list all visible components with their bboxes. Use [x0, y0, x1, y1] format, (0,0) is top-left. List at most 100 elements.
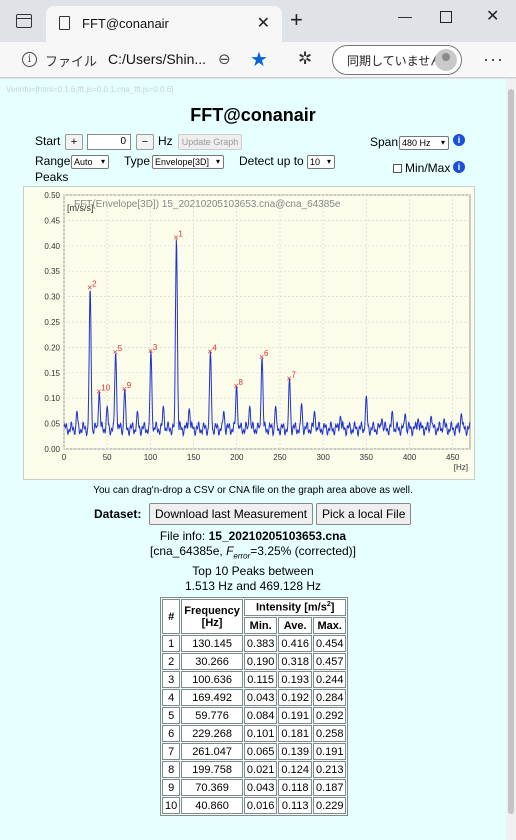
tab-title: FFT@conanair — [82, 16, 169, 31]
x-tick-label: 350 — [360, 453, 374, 462]
y-tick-label: 0.30 — [44, 293, 60, 302]
table-cell: 0.065 — [243, 743, 278, 760]
table-row: 1 130.145 0.383 0.416 0.454 — [162, 635, 347, 652]
x-tick-label: 450 — [446, 453, 460, 462]
zoom-out-icon[interactable]: ⊖ — [218, 51, 231, 68]
page-icon — [59, 16, 70, 30]
table-cell: 0.190 — [243, 653, 278, 670]
version-info: Verinfo=[html=0.1.6,fft.js=0.0.1,cna_fft… — [6, 85, 174, 94]
start-plus-button[interactable]: + — [65, 134, 83, 150]
peak-label: 8 — [239, 378, 244, 387]
table-cell: 0.383 — [243, 635, 278, 652]
new-tab-icon[interactable]: + — [290, 7, 303, 32]
sync-label: 同期していません — [347, 54, 443, 68]
intensity-end: ] — [330, 601, 335, 614]
x-tick-label: 400 — [403, 453, 417, 462]
y-tick-label: 0.10 — [44, 394, 60, 403]
table-cell: 0.457 — [312, 653, 347, 670]
download-measurement-button[interactable]: Download last Measurement — [149, 503, 314, 525]
page-title: FFT@conanair — [190, 105, 316, 125]
top-peaks-line1: Top 10 Peaks between — [192, 564, 314, 578]
pick-local-file-button[interactable]: Pick a local File — [316, 503, 412, 525]
type-label: Type — [124, 154, 151, 168]
peak-label: 2 — [92, 279, 97, 288]
span-help-icon[interactable]: i — [453, 134, 465, 146]
tab-close-icon[interactable]: ✕ — [256, 15, 270, 32]
table-cell: 0.021 — [243, 761, 278, 778]
browser-tab[interactable]: FFT@conanair ✕ — [46, 6, 282, 42]
address-bar: i ファイル C:/Users/Shin... ⊖ ★ ✲ 同期していません ·… — [0, 42, 516, 78]
table-cell: 70.369 — [181, 779, 243, 796]
table-cell: 0.113 — [278, 797, 312, 814]
table-cell: 5 — [162, 707, 181, 724]
start-minus-button[interactable]: − — [136, 134, 154, 150]
plot-area — [63, 194, 471, 450]
fft-chart: 0.00 0.05 0.10 0.15 0.20 0.25 0.30 0.35 0.40 0.45… — [44, 191, 471, 472]
vertical-scrollbar[interactable] — [506, 79, 516, 840]
maximize-icon[interactable] — [440, 11, 452, 23]
table-cell: 1 — [162, 635, 181, 652]
table-cell: 100.636 — [181, 671, 243, 688]
peak-label: 6 — [264, 349, 269, 358]
chevron-down-icon: ▾ — [326, 157, 331, 166]
start-input[interactable]: 0 — [87, 134, 131, 150]
dataset-label: Dataset: — [94, 507, 142, 521]
table-cell: 0.244 — [312, 671, 347, 688]
x-tick-label: 0 — [62, 453, 67, 462]
scrollbar-thumb[interactable] — [508, 89, 514, 814]
table-row: 4 169.492 0.043 0.192 0.284 — [162, 689, 347, 706]
table-row: 2 30.266 0.190 0.318 0.457 — [162, 653, 347, 670]
intensity-label: Intensity [m/s — [255, 601, 327, 614]
minmax-help-icon[interactable]: i — [453, 161, 465, 173]
peak-marker: × — [87, 282, 92, 292]
col-min-header: Min. — [243, 617, 278, 634]
peak-label: 3 — [153, 343, 158, 352]
table-row: 6 229.268 0.101 0.181 0.258 — [162, 725, 347, 742]
detect-select[interactable]: 10 ▾ — [307, 155, 335, 169]
span-label: Span — [370, 135, 399, 149]
y-axis-label: [m/s/s] — [67, 203, 94, 213]
chevron-down-icon: ▾ — [100, 157, 105, 166]
peak-marker: × — [259, 352, 264, 362]
y-tick-label: 0.05 — [44, 420, 60, 429]
table-cell: 0.213 — [312, 761, 347, 778]
more-menu-icon[interactable]: ··· — [483, 49, 504, 69]
table-cell: 0.187 — [312, 779, 347, 796]
span-value: 480 Hz — [402, 138, 431, 148]
chevron-down-icon: ▾ — [440, 138, 445, 147]
url-field[interactable]: C:/Users/Shin... — [108, 51, 207, 67]
file-info-sub-pre: [cna_64385e, — [149, 544, 227, 558]
sync-profile-button[interactable]: 同期していません — [332, 45, 462, 75]
minmax-checkbox[interactable] — [393, 164, 402, 173]
fft-graph-area[interactable]: 0.00 0.05 0.10 0.15 0.20 0.25 0.30 0.35 0.40 0.45… — [23, 186, 475, 480]
tab-actions-icon[interactable] — [16, 14, 32, 28]
y-tick-label: 0.25 — [44, 318, 60, 327]
x-tick-label: 100 — [144, 453, 158, 462]
y-tick-label: 0.00 — [44, 445, 60, 454]
update-graph-button[interactable]: Update Graph — [178, 134, 242, 150]
favorite-star-icon[interactable]: ★ — [250, 49, 268, 71]
peak-label: 5 — [118, 344, 123, 353]
range-label: Range — [35, 154, 71, 168]
x-tick-label: 150 — [187, 453, 201, 462]
table-cell: 199.758 — [181, 761, 243, 778]
peaks-table-body: 1 130.145 0.383 0.416 0.454 2 30.266 0.190 0.318… — [162, 635, 347, 814]
table-cell: 0.284 — [312, 689, 347, 706]
extensions-icon[interactable]: ✲ — [298, 49, 313, 68]
range-select[interactable]: Auto ▾ — [71, 155, 109, 169]
span-select[interactable]: 480 Hz ▾ — [399, 136, 449, 150]
table-cell: 0.115 — [243, 671, 278, 688]
table-cell: 229.268 — [181, 725, 243, 742]
table-cell: 2 — [162, 653, 181, 670]
minimize-icon[interactable]: — — [398, 8, 412, 24]
col-ave-header: Ave. — [278, 617, 312, 634]
info-icon[interactable]: i — [22, 52, 37, 67]
table-cell: 0.084 — [243, 707, 278, 724]
f-error-symbol: F — [226, 544, 234, 558]
y-tick-label: 0.15 — [44, 369, 60, 378]
close-window-icon[interactable]: ✕ — [486, 8, 500, 25]
table-cell: 169.492 — [181, 689, 243, 706]
table-cell: 30.266 — [181, 653, 243, 670]
type-select[interactable]: Envelope[3D] ▾ — [152, 155, 224, 169]
start-label: Start — [35, 134, 61, 148]
